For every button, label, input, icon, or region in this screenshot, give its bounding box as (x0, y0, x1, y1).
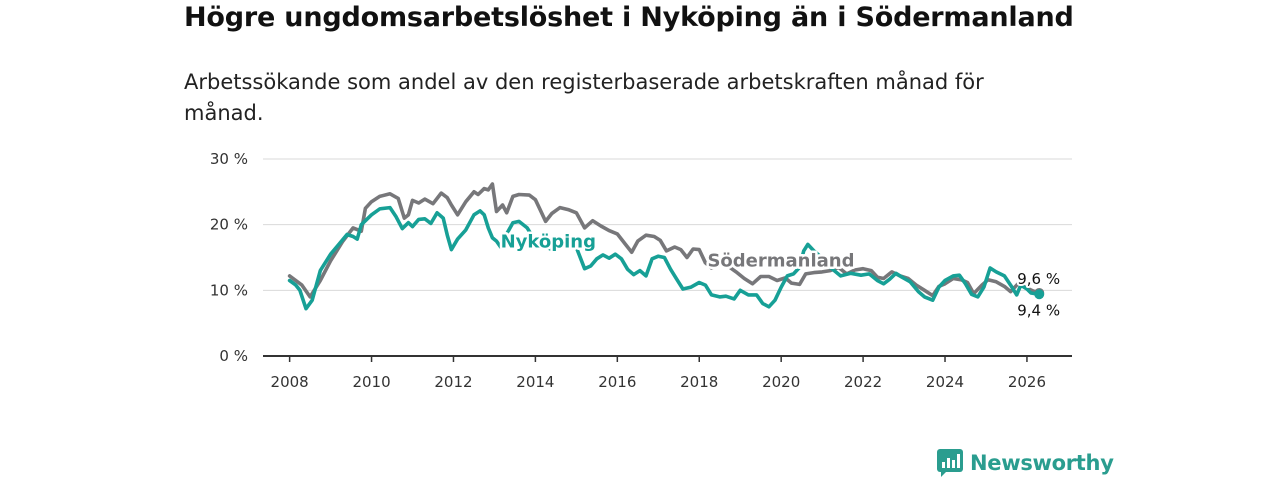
x-axis: 2008 2010 2012 2014 2016 2018 2020 2022 2024 2026 (263, 355, 1072, 391)
series-label-sodermanland: Södermanland (707, 251, 854, 272)
y-tick-label: 30 % (210, 150, 248, 168)
y-axis: 0 % 10 % 20 % 30 % (210, 150, 248, 365)
end-value-label-sodermanland: 9,6 % (1017, 270, 1060, 288)
chart-title: Högre ungdomsarbetslöshet i Nyköping än … (184, 2, 1074, 33)
x-tick-label: 2018 (680, 373, 718, 391)
y-tick-label: 10 % (210, 281, 248, 299)
series-label-nykoping: Nyköping (501, 232, 596, 253)
brand-name: Newsworthy (970, 451, 1114, 475)
x-tick-label: 2010 (352, 373, 390, 391)
series-group (287, 182, 1045, 311)
x-tick-label: 2012 (434, 373, 472, 391)
newsworthy-brand[interactable]: Newsworthy (937, 448, 1114, 478)
x-tick-label: 2026 (1008, 373, 1046, 391)
gridlines (263, 158, 1072, 291)
x-tick-label: 2022 (844, 373, 882, 391)
newsworthy-logo-icon (937, 449, 963, 477)
y-tick-label: 0 % (219, 347, 248, 365)
x-tick-label: 2020 (762, 373, 800, 391)
end-value-label-nykoping: 9,4 % (1017, 301, 1060, 319)
x-tick-label: 2016 (598, 373, 636, 391)
series-labels: Södermanland Nyköping 9,6 % 9,4 % (498, 229, 1062, 321)
series-line-nykoping (287, 205, 1041, 311)
series-line-sodermanland (287, 182, 1041, 299)
x-tick-label: 2008 (271, 373, 309, 391)
y-tick-label: 20 % (210, 216, 248, 234)
x-tick-label: 2014 (516, 373, 554, 391)
x-tick-label: 2024 (926, 373, 964, 391)
chart-subtitle: Arbetssökande som andel av den registerb… (184, 70, 984, 125)
series-endpoint-nykoping (1034, 289, 1045, 300)
